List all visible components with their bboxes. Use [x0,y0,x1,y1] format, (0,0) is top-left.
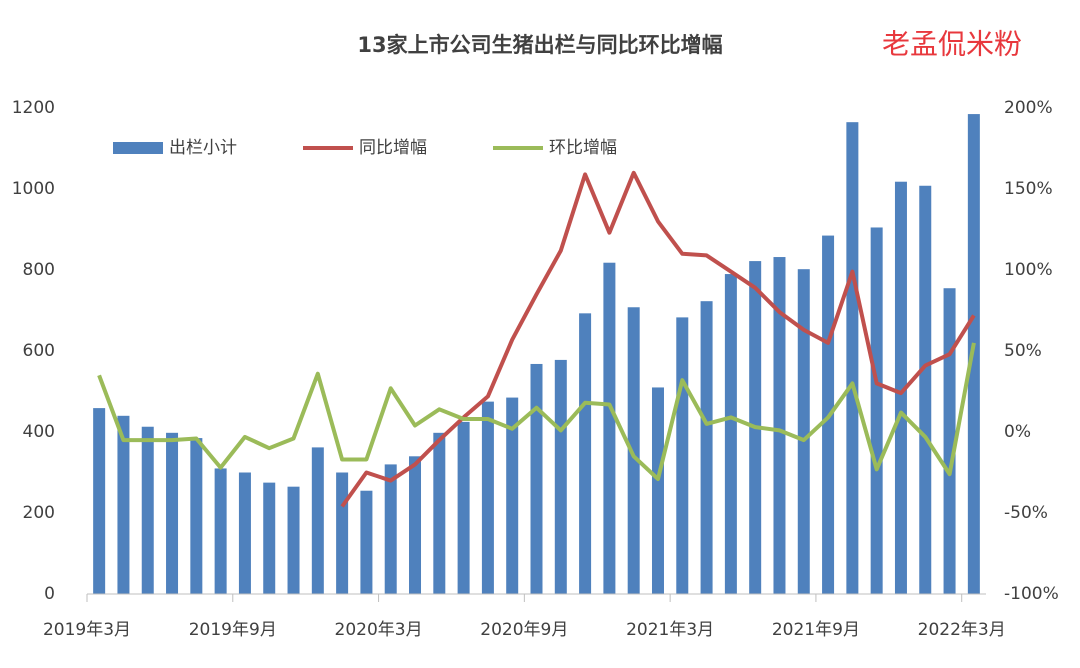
bar [263,482,276,594]
bar [651,387,664,594]
bar [700,301,713,594]
legend-swatch [113,142,163,154]
y2-tick-label: -50% [1004,503,1048,523]
x-tick-label: 2021年9月 [772,620,860,640]
bar [530,363,543,594]
bar [190,438,203,594]
bar [481,401,494,594]
watermark: 老孟侃米粉 [882,28,1022,61]
y-tick-label: 0 [44,584,55,604]
bar [93,408,106,594]
x-tick-label: 2020年3月 [335,620,423,640]
y2-tick-label: 50% [1004,341,1042,361]
x-tick-label: 2019年9月 [189,620,277,640]
bar [311,447,324,594]
y2-tick-label: 100% [1004,260,1053,280]
y-tick-label: 1200 [12,98,55,118]
bar [214,468,227,594]
legend-label: 环比增幅 [549,138,617,158]
y-tick-label: 800 [23,260,55,280]
bar [409,456,422,594]
bar [676,317,689,594]
bar [773,257,786,594]
chart-title: 13家上市公司生猪出栏与同比环比增幅 [357,33,722,57]
bar [603,262,616,594]
bar [287,486,300,594]
y-tick-label: 200 [23,503,55,523]
y2-tick-label: -100% [1004,584,1059,604]
x-tick-label: 2019年3月 [43,620,131,640]
bar [894,181,907,594]
bar [724,274,737,594]
x-tick-label: 2021年3月 [626,620,714,640]
bar [579,313,592,594]
y2-tick-label: 200% [1004,98,1053,118]
bar [141,426,154,594]
bar [506,397,519,594]
bar [943,288,956,594]
bar [166,432,179,594]
bar [627,307,640,594]
bar [554,359,567,594]
y-tick-label: 600 [23,341,55,361]
bar [919,185,932,594]
bar [360,490,373,594]
line [97,342,976,481]
bar [117,415,130,594]
y2-tick-label: 150% [1004,179,1053,199]
bar [433,432,446,594]
bar [797,269,810,594]
bar [870,227,883,594]
line [340,170,976,508]
bar [457,421,470,594]
legend-label: 出栏小计 [169,138,237,158]
bar [846,122,859,595]
legend-label: 同比增幅 [359,138,427,158]
x-tick-label: 2022年3月 [918,620,1006,640]
bar [238,472,251,594]
y-tick-label: 400 [23,422,55,442]
x-tick-label: 2020年9月 [480,620,568,640]
y2-tick-label: 0% [1004,422,1031,442]
bar [384,464,397,594]
bar [336,472,349,594]
y-tick-label: 1000 [12,179,55,199]
